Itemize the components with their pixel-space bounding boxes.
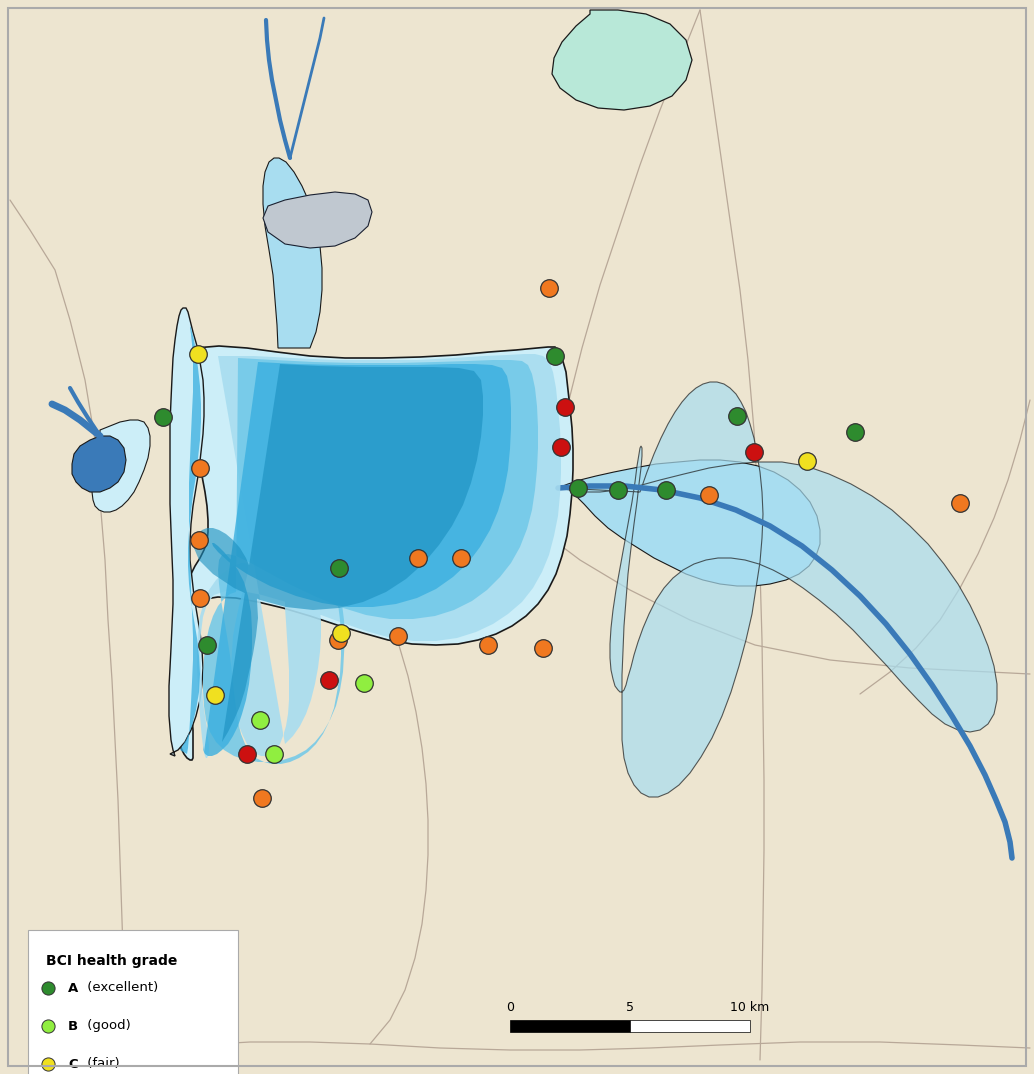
- Polygon shape: [180, 326, 201, 754]
- Polygon shape: [197, 354, 561, 758]
- Polygon shape: [176, 346, 573, 760]
- Text: BCI health grade: BCI health grade: [45, 954, 178, 968]
- Polygon shape: [168, 1010, 222, 1050]
- Point: [409, 550, 426, 567]
- Polygon shape: [558, 460, 820, 586]
- Point: [847, 423, 863, 440]
- Point: [570, 479, 586, 496]
- Point: [330, 632, 346, 649]
- Bar: [630, 1020, 750, 1032]
- Polygon shape: [203, 362, 511, 756]
- Text: B: B: [68, 1019, 79, 1032]
- Point: [39, 1017, 56, 1034]
- Point: [39, 979, 56, 997]
- Text: (good): (good): [83, 1019, 130, 1032]
- Point: [951, 494, 968, 511]
- Point: [321, 671, 337, 688]
- Point: [390, 627, 406, 644]
- Point: [190, 532, 207, 549]
- Point: [253, 789, 270, 807]
- Polygon shape: [552, 10, 692, 110]
- Point: [535, 639, 551, 656]
- Point: [199, 637, 215, 654]
- Point: [553, 438, 570, 455]
- Text: 0: 0: [506, 1001, 514, 1014]
- Point: [333, 624, 349, 641]
- Point: [239, 745, 255, 763]
- Text: 10 km: 10 km: [730, 1001, 769, 1014]
- Point: [658, 481, 674, 498]
- Point: [191, 460, 208, 477]
- Point: [191, 590, 208, 607]
- Point: [729, 407, 746, 424]
- Point: [547, 347, 564, 364]
- Text: A: A: [68, 982, 79, 995]
- Bar: [28, 930, 238, 1074]
- Polygon shape: [194, 364, 483, 742]
- Polygon shape: [72, 436, 126, 492]
- Point: [356, 674, 372, 692]
- Point: [798, 452, 815, 469]
- Text: (excellent): (excellent): [83, 982, 158, 995]
- Polygon shape: [263, 158, 322, 348]
- Point: [610, 481, 627, 498]
- Polygon shape: [203, 358, 538, 764]
- Point: [331, 560, 347, 577]
- Bar: [510, 1020, 630, 1032]
- Point: [746, 444, 762, 461]
- Point: [189, 346, 206, 363]
- Polygon shape: [169, 308, 204, 756]
- Point: [155, 408, 172, 425]
- Point: [207, 686, 223, 703]
- Text: C: C: [68, 1058, 78, 1071]
- Point: [39, 1056, 56, 1073]
- Text: (fair): (fair): [83, 1058, 120, 1071]
- Point: [556, 398, 573, 416]
- Point: [541, 279, 557, 296]
- Point: [266, 745, 282, 763]
- Point: [480, 637, 496, 654]
- Text: 5: 5: [626, 1001, 634, 1014]
- Point: [701, 487, 718, 504]
- Point: [453, 550, 469, 567]
- Polygon shape: [92, 420, 150, 512]
- Polygon shape: [263, 192, 372, 248]
- Polygon shape: [558, 382, 997, 797]
- Point: [251, 711, 268, 728]
